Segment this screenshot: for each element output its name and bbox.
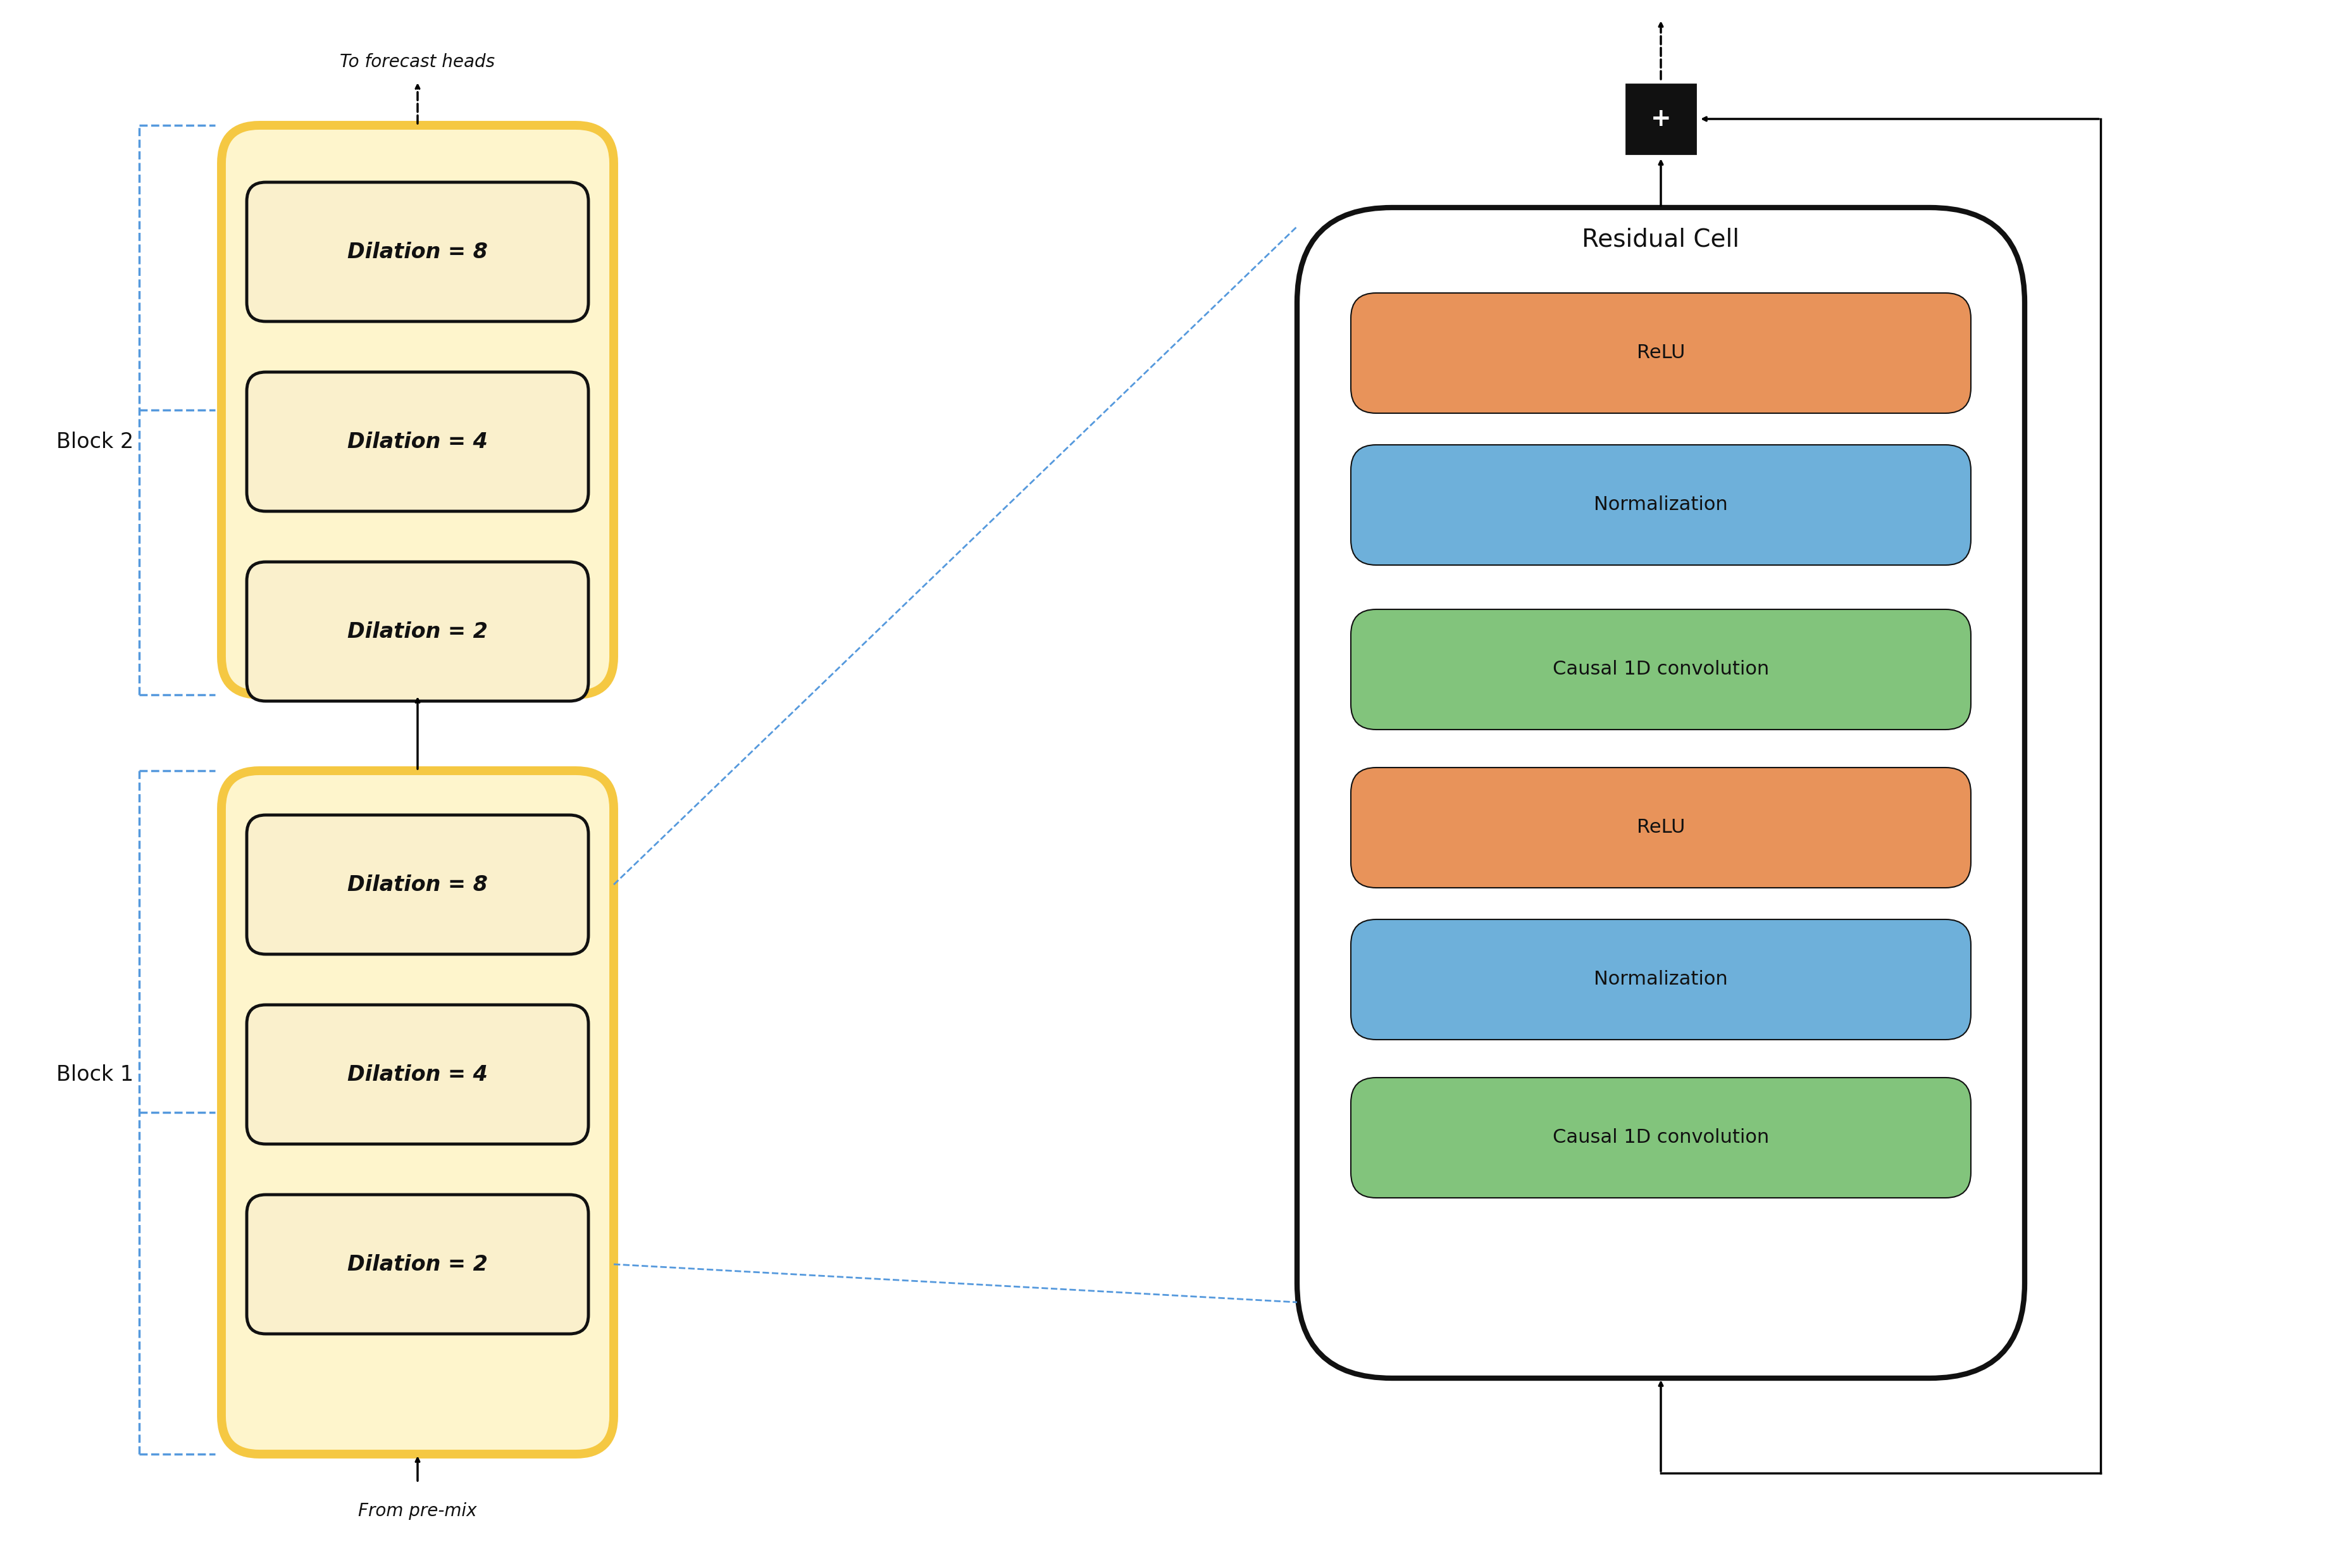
- FancyBboxPatch shape: [1351, 293, 1970, 414]
- Text: +: +: [1651, 107, 1672, 132]
- Text: ReLU: ReLU: [1637, 343, 1684, 362]
- Text: Dilation = 2: Dilation = 2: [347, 1254, 487, 1275]
- FancyBboxPatch shape: [247, 561, 589, 701]
- FancyBboxPatch shape: [247, 1195, 589, 1334]
- Text: Causal 1D convolution: Causal 1D convolution: [1553, 660, 1770, 679]
- Text: Residual Cell: Residual Cell: [1581, 227, 1740, 251]
- Text: Block 1: Block 1: [56, 1065, 133, 1085]
- Text: Dilation = 4: Dilation = 4: [347, 431, 487, 452]
- FancyBboxPatch shape: [247, 372, 589, 511]
- Text: Dilation = 8: Dilation = 8: [347, 875, 487, 895]
- Text: Normalization: Normalization: [1593, 495, 1728, 514]
- Text: Causal 1D convolution: Causal 1D convolution: [1553, 1129, 1770, 1146]
- FancyBboxPatch shape: [1297, 207, 2024, 1378]
- FancyBboxPatch shape: [247, 815, 589, 955]
- Text: Dilation = 8: Dilation = 8: [347, 241, 487, 262]
- FancyBboxPatch shape: [1351, 610, 1970, 729]
- FancyBboxPatch shape: [247, 182, 589, 321]
- FancyBboxPatch shape: [1351, 919, 1970, 1040]
- FancyBboxPatch shape: [247, 1005, 589, 1145]
- FancyBboxPatch shape: [1351, 445, 1970, 564]
- Text: ReLU: ReLU: [1637, 818, 1684, 837]
- Text: Block 2: Block 2: [56, 431, 133, 452]
- FancyBboxPatch shape: [1351, 1077, 1970, 1198]
- FancyBboxPatch shape: [1351, 768, 1970, 887]
- Text: Dilation = 4: Dilation = 4: [347, 1065, 487, 1085]
- FancyBboxPatch shape: [221, 125, 615, 695]
- Text: Normalization: Normalization: [1593, 971, 1728, 989]
- Text: To forecast heads: To forecast heads: [340, 53, 496, 71]
- FancyBboxPatch shape: [1626, 85, 1696, 154]
- FancyBboxPatch shape: [221, 771, 615, 1454]
- Text: Dilation = 2: Dilation = 2: [347, 621, 487, 641]
- Text: From pre-mix: From pre-mix: [359, 1502, 477, 1519]
